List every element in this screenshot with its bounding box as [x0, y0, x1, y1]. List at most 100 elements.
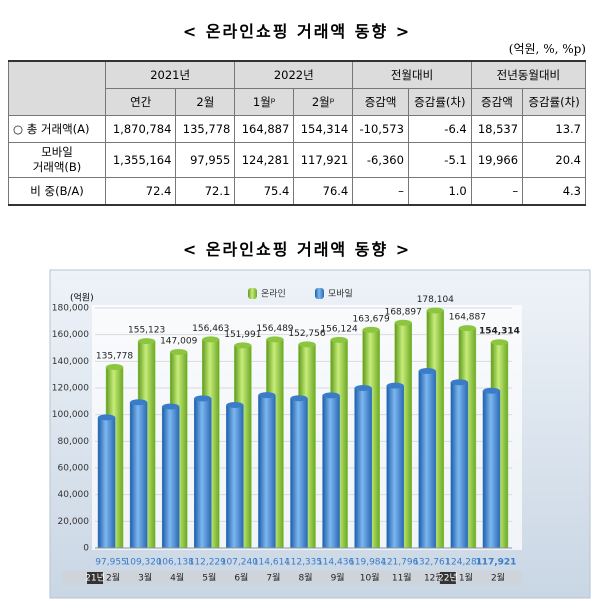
value-label: 156,489 — [256, 324, 293, 334]
bar-cap — [362, 326, 380, 333]
value-label: 109,320 — [125, 558, 162, 568]
legend-swatch — [248, 288, 257, 299]
value-label: 107,240 — [221, 558, 258, 568]
table-cell: 72.1 — [175, 177, 236, 206]
x-tick-label: 10월 — [360, 572, 380, 584]
bar — [450, 382, 469, 549]
table-cell: 1,870,784 — [104, 115, 177, 143]
table-cell: 18,537 — [470, 115, 524, 143]
value-label: 147,009 — [160, 336, 197, 346]
table-cell: -5.1 — [407, 142, 472, 178]
column-header: 2월ᵖ — [293, 88, 354, 116]
bar-cap — [330, 336, 348, 343]
bar-cap — [394, 319, 412, 326]
bar-cap — [202, 336, 220, 343]
bar — [194, 398, 212, 549]
table-cell: -6.4 — [407, 115, 472, 143]
table-row: 비 중(B/A) 72.4 72.1 75.4 76.4–1.0–4.3 — [8, 177, 586, 206]
value-label: 135,778 — [96, 351, 133, 361]
x-group-label: 21년 — [85, 573, 105, 584]
value-label: 155,123 — [128, 326, 165, 336]
table-cell: 76.4 — [293, 177, 354, 206]
bar-cap — [106, 363, 124, 370]
bar-cap — [258, 392, 276, 399]
bar-cap — [482, 387, 500, 394]
x-tick-label: 6월 — [234, 572, 248, 584]
bar-cap — [298, 341, 316, 348]
y-tick-label: 80,000 — [58, 437, 90, 447]
column-header: 2월 — [175, 88, 236, 116]
bar-cap — [322, 392, 340, 399]
bar-cap — [418, 367, 436, 374]
value-label: 114,614 — [253, 558, 290, 568]
value-label: 156,124 — [320, 324, 357, 334]
y-tick-label: 40,000 — [58, 490, 90, 500]
value-label: 154,314 — [479, 327, 520, 337]
value-label: 156,463 — [192, 324, 229, 334]
table-cell: 117,921 — [293, 142, 354, 178]
bar-cap — [426, 307, 444, 314]
value-label: 121,796 — [381, 558, 418, 568]
bar — [258, 394, 276, 549]
bar-cap — [130, 399, 148, 406]
group-box — [439, 572, 456, 584]
value-label: 106,138 — [157, 558, 194, 568]
table-row: 2021년 2022년 전월대비 전년동월대비 — [8, 60, 587, 116]
y-tick-label: 100,000 — [52, 410, 89, 420]
x-tick-label: 4월 — [170, 572, 184, 584]
value-label: 119,984 — [349, 558, 386, 568]
value-label: 164,887 — [449, 313, 486, 323]
legend-label: 모바일 — [328, 289, 353, 300]
header-group: 전월대비 — [352, 60, 472, 89]
bar — [386, 385, 404, 549]
column-header: 증감액 — [352, 88, 409, 116]
table-cell: 1.0 — [407, 177, 472, 206]
value-label: 151,991 — [224, 330, 261, 340]
table-cell: 72.4 — [104, 177, 177, 206]
table-cell: 4.3 — [522, 177, 586, 206]
bar-cap — [386, 382, 404, 389]
row-label: 모바일 거래액(B) — [8, 142, 106, 178]
row-label: 비 중(B/A) — [8, 177, 106, 206]
bar — [129, 401, 148, 549]
data-table: 2021년 2022년 전월대비 전년동월대비 연간 2월 1월ᵖ 2월ᵖ 증감액 증감률(차) 증… — [8, 60, 587, 206]
table-cell: – — [470, 177, 524, 206]
bar — [226, 404, 244, 549]
value-label: 178,104 — [417, 295, 454, 305]
bar-cap — [138, 338, 156, 345]
bar-cap — [170, 348, 188, 355]
bar — [290, 397, 308, 549]
table-cell: -10,573 — [352, 115, 409, 143]
x-tick-label: 3월 — [138, 572, 152, 584]
bar-cap — [266, 336, 284, 343]
y-tick-label: 0 — [83, 544, 89, 554]
value-label: 112,335 — [285, 558, 322, 568]
x-tick-label: 9월 — [331, 572, 345, 584]
x-tick-label: 12월 — [424, 572, 444, 584]
x-tick-label: 8월 — [298, 572, 312, 584]
x-tick-label: 11월 — [392, 572, 412, 584]
chart-title: < 온라인쇼핑 거래액 동향 > — [182, 240, 412, 259]
bar-cap — [458, 325, 476, 332]
y-tick-label: 160,000 — [52, 330, 89, 340]
bar-cap — [450, 379, 468, 386]
table-row: 연간 2월 1월ᵖ 2월ᵖ 증감액 증감률(차) 증감액 증감률(차) — [9, 88, 586, 116]
bar — [97, 417, 116, 549]
header-group: 2021년 — [104, 60, 236, 89]
y-tick-label: 120,000 — [52, 384, 89, 394]
legend-swatch — [315, 288, 324, 299]
table-cell: -6,360 — [352, 142, 409, 178]
value-label: 124,281 — [445, 558, 482, 568]
bar-cap — [290, 395, 308, 402]
y-tick-label: 60,000 — [58, 464, 90, 474]
x-tick-label: 1월 — [459, 572, 473, 584]
table-row: 모바일 거래액(B) 1,355,164 97,955 124,281 117,921-… — [8, 142, 586, 178]
bar-cap — [162, 403, 180, 410]
bar — [161, 406, 180, 549]
x-tick-label: 2월 — [106, 572, 120, 584]
bar — [482, 390, 501, 549]
table-cell: 20.4 — [522, 142, 586, 178]
bar-cap — [226, 402, 244, 409]
